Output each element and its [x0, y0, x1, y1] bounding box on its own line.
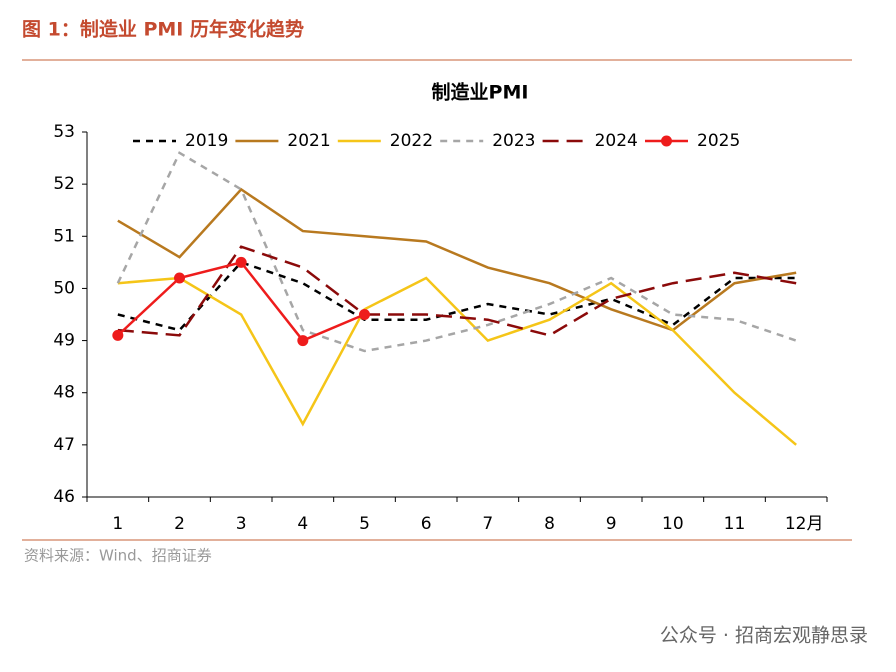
legend-label: 2019 [185, 131, 228, 151]
legend-marker [661, 135, 672, 147]
x-tick-label: 12月 [785, 514, 824, 534]
series-marker [297, 335, 309, 347]
y-tick-label: 47 [53, 435, 75, 455]
y-tick-label: 49 [53, 331, 75, 351]
x-tick-label: 10 [662, 514, 684, 534]
series-line [117, 260, 797, 332]
chart-title: 制造业PMI [432, 81, 529, 104]
series-marker [359, 309, 370, 320]
x-tick-label: 2 [174, 514, 185, 534]
source: 资料来源：Wind、招商证券 [24, 547, 212, 565]
y-tick-label: 52 [53, 174, 75, 194]
series-line [116, 260, 365, 343]
legend-label: 2023 [492, 131, 535, 151]
y-tick-label: 48 [53, 383, 75, 403]
x-tick-label: 5 [359, 514, 370, 534]
footer: 公众号 · 招商宏观静思录 [660, 625, 868, 647]
x-tick-label: 6 [421, 514, 432, 534]
y-tick-label: 51 [53, 226, 75, 246]
legend-label: 2025 [697, 131, 740, 151]
x-tick-label: 4 [297, 514, 308, 534]
series-marker [112, 329, 124, 341]
x-tick-label: 9 [606, 514, 617, 534]
legend-label: 2024 [595, 131, 638, 151]
header-title: 图 1：制造业 PMI 历年变化趋势 [22, 18, 304, 41]
series-marker [235, 256, 247, 268]
x-tick-label: 8 [544, 514, 555, 534]
x-tick-label: 1 [112, 514, 123, 534]
series-line [117, 276, 797, 446]
x-tick-label: 3 [236, 514, 247, 534]
legend-label: 2022 [390, 131, 433, 151]
legend-label: 2021 [287, 131, 330, 151]
y-tick-label: 50 [53, 278, 75, 298]
x-tick-label: 7 [482, 514, 493, 534]
series-line [116, 151, 797, 353]
x-tick-label: 11 [724, 514, 746, 534]
series-line [117, 187, 797, 332]
y-tick-label: 46 [53, 487, 75, 507]
series-marker [174, 272, 185, 284]
series-line [117, 245, 797, 337]
y-tick-label: 53 [53, 122, 75, 142]
